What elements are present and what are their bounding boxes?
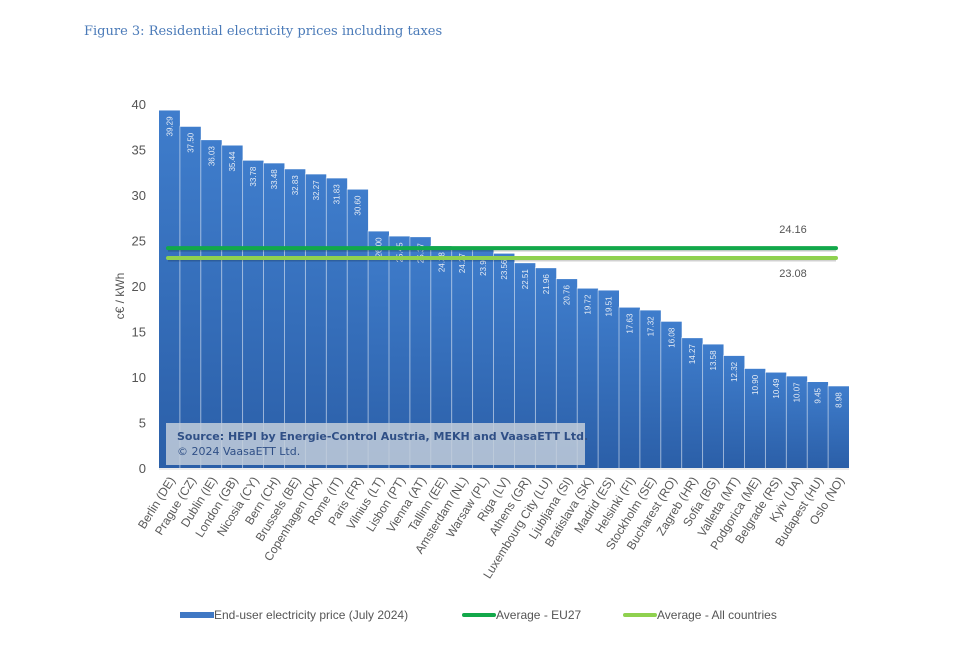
legend-swatch-line bbox=[462, 613, 496, 617]
bar bbox=[284, 169, 306, 468]
bar-value-label: 13.58 bbox=[709, 350, 718, 371]
bar bbox=[681, 338, 703, 468]
bar-value-label: 31.83 bbox=[333, 184, 342, 205]
bar bbox=[807, 382, 829, 468]
bar bbox=[389, 236, 410, 468]
bar-value-label: 24.27 bbox=[458, 253, 467, 274]
y-tick-label: 10 bbox=[132, 370, 146, 385]
legend-label: Average - EU27 bbox=[496, 608, 582, 622]
bar-value-label: 16.08 bbox=[667, 327, 676, 348]
bar bbox=[535, 268, 557, 468]
source-box bbox=[166, 423, 585, 465]
bar-value-label: 33.78 bbox=[249, 166, 258, 187]
bar bbox=[472, 249, 494, 468]
copyright-text: © 2024 VaasaETT Ltd. bbox=[177, 445, 300, 458]
source-text: Source: HEPI by Energie-Control Austria,… bbox=[177, 430, 588, 443]
bar bbox=[619, 307, 640, 468]
bar-value-label: 17.63 bbox=[625, 313, 634, 334]
bar-value-label: 24.38 bbox=[437, 252, 446, 273]
x-axis-labels: Berlin (DE)Prague (CZ)Dublin (IE)London … bbox=[135, 474, 847, 581]
bar-value-label: 32.83 bbox=[291, 175, 300, 196]
reference-line-label: 24.16 bbox=[779, 224, 807, 236]
y-axis-label: c€ / kWh bbox=[113, 273, 127, 320]
bar-chart: 0 5 10 15 20 25 30 35 40 c€ / kWh 39.29 37.50 36.0… bbox=[113, 97, 849, 581]
legend-item-eu27: Average - EU27 bbox=[462, 608, 581, 622]
bar bbox=[556, 279, 578, 468]
bar-value-label: 10.07 bbox=[793, 382, 802, 403]
bar-value-label: 25.45 bbox=[395, 242, 404, 263]
y-tick-label: 0 bbox=[139, 461, 146, 476]
bar bbox=[723, 355, 745, 468]
legend-item-price: End-user electricity price (July 2024) bbox=[180, 608, 408, 622]
legend-swatch-bar bbox=[180, 612, 214, 618]
source-annotation: Source: HEPI by Energie-Control Austria,… bbox=[166, 423, 588, 465]
bar bbox=[263, 163, 285, 468]
bar-value-label: 23.97 bbox=[479, 255, 488, 276]
bar bbox=[242, 160, 264, 469]
bar-value-label: 20.76 bbox=[563, 285, 572, 306]
legend-label: End-user electricity price (July 2024) bbox=[214, 608, 409, 622]
bar bbox=[702, 344, 724, 468]
bar bbox=[786, 376, 808, 468]
bar bbox=[660, 321, 682, 468]
bar-value-label: 39.29 bbox=[165, 116, 174, 137]
bar-value-label: 10.49 bbox=[772, 378, 781, 399]
bar bbox=[744, 368, 766, 468]
bar-value-label: 25.37 bbox=[416, 243, 425, 264]
bar bbox=[179, 126, 201, 468]
bar-value-label: 9.45 bbox=[814, 387, 823, 403]
bar bbox=[493, 253, 515, 468]
reference-line-label: 23.08 bbox=[779, 268, 807, 280]
legend-item-all: Average - All countries bbox=[623, 608, 777, 622]
bar-value-label: 10.90 bbox=[751, 374, 760, 395]
bar-value-label: 23.56 bbox=[500, 259, 509, 280]
legend-swatch-line bbox=[623, 613, 657, 617]
bar bbox=[326, 178, 348, 469]
bar-value-label: 14.27 bbox=[688, 344, 697, 365]
bar-value-label: 21.96 bbox=[542, 274, 551, 295]
bar bbox=[639, 310, 661, 468]
y-tick-label: 25 bbox=[132, 234, 146, 249]
bar-value-label: 37.50 bbox=[186, 132, 195, 153]
reference-lines: 24.16 23.08 bbox=[166, 224, 838, 280]
bar bbox=[430, 246, 452, 468]
bar bbox=[765, 372, 787, 468]
bar-value-label: 8.98 bbox=[835, 392, 844, 408]
bar-value-label: 22.51 bbox=[521, 269, 530, 290]
bar-value-label: 19.51 bbox=[605, 296, 614, 317]
figure-title: Figure 3: Residential electricity prices… bbox=[84, 24, 443, 39]
legend: End-user electricity price (July 2024) A… bbox=[0, 608, 957, 626]
y-tick-label: 15 bbox=[132, 325, 146, 340]
bar-value-label: 33.48 bbox=[270, 169, 279, 190]
bar bbox=[828, 386, 849, 468]
y-tick-label: 40 bbox=[132, 97, 146, 112]
bar bbox=[368, 231, 389, 468]
bar-value-label: 36.03 bbox=[207, 146, 216, 167]
bar bbox=[451, 247, 473, 468]
legend-label: Average - All countries bbox=[657, 608, 777, 622]
bar-value-label: 30.60 bbox=[354, 195, 363, 216]
y-tick-label: 35 bbox=[132, 143, 146, 158]
bar bbox=[409, 237, 431, 468]
bar bbox=[159, 110, 180, 468]
bar-value-label: 35.44 bbox=[228, 151, 237, 172]
bar-value-label: 32.27 bbox=[312, 180, 321, 201]
bar bbox=[598, 290, 619, 468]
y-axis: 0 5 10 15 20 25 30 35 40 bbox=[132, 97, 849, 476]
bar-value-label: 17.32 bbox=[646, 316, 655, 337]
bars: 39.29 37.50 36.03 35.44 33.78 33.48 32.83 32.27… bbox=[159, 110, 849, 469]
bar-value-label: 12.32 bbox=[730, 361, 739, 382]
bar bbox=[200, 140, 222, 468]
y-tick-label: 20 bbox=[132, 279, 146, 294]
bar bbox=[514, 263, 536, 468]
bar bbox=[221, 145, 243, 468]
y-tick-label: 30 bbox=[132, 188, 146, 203]
y-tick-label: 5 bbox=[139, 416, 146, 431]
bar-value-label: 19.72 bbox=[584, 294, 593, 315]
